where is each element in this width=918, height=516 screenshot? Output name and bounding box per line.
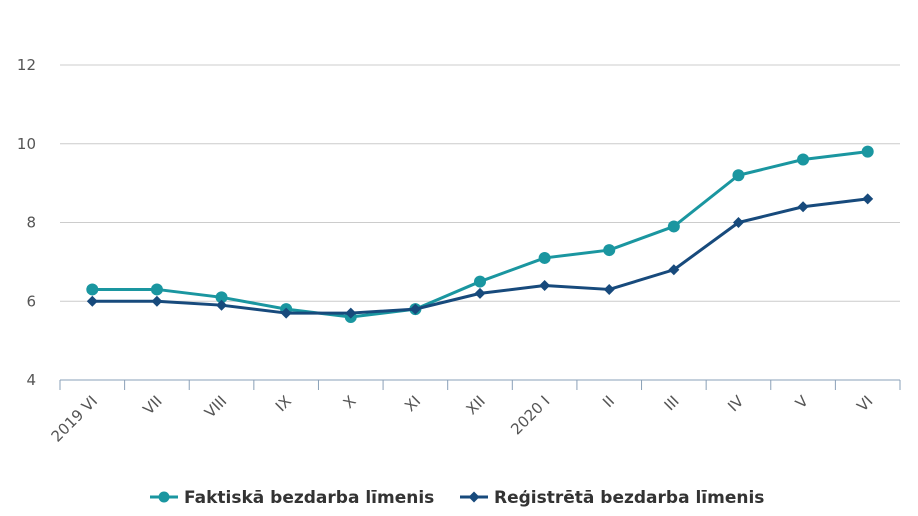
- data-point-0[interactable]: [474, 275, 486, 288]
- data-point-0[interactable]: [667, 220, 680, 233]
- data-point-0[interactable]: [150, 283, 163, 296]
- data-point-1[interactable]: [732, 217, 744, 228]
- y-tick-label: 10: [17, 135, 36, 153]
- data-point-1[interactable]: [862, 193, 874, 205]
- data-point-0[interactable]: [861, 145, 874, 158]
- legend[interactable]: Faktiskā bezdarba līmenis Reģistrētā bez…: [150, 488, 764, 508]
- y-tick-label: 6: [26, 292, 36, 310]
- data-point-1[interactable]: [603, 283, 615, 295]
- y-tick-label: 12: [17, 56, 36, 74]
- data-point-0[interactable]: [86, 283, 99, 296]
- legend-item-faktiska[interactable]: Faktiskā bezdarba līmenis: [150, 488, 434, 508]
- x-tick-label: III: [661, 392, 683, 414]
- data-point-0[interactable]: [732, 169, 745, 182]
- series-lines: [86, 145, 874, 323]
- data-point-1[interactable]: [280, 307, 292, 319]
- data-point-0[interactable]: [603, 244, 616, 257]
- x-tick-label: VI: [853, 392, 876, 415]
- x-tick-label: VIII: [201, 392, 230, 421]
- data-point-1[interactable]: [216, 299, 228, 311]
- data-point-1[interactable]: [409, 303, 421, 315]
- x-tick-label: XII: [463, 392, 489, 418]
- data-point-1[interactable]: [86, 295, 98, 307]
- data-point-1[interactable]: [474, 287, 486, 299]
- x-tick-label: X: [340, 392, 360, 412]
- gridlines: [60, 64, 900, 302]
- data-point-1[interactable]: [345, 307, 357, 319]
- x-tick-label: VII: [140, 392, 166, 418]
- legend-item-registreta[interactable]: Reģistrētā bezdarba līmenis: [460, 488, 764, 508]
- data-point-1[interactable]: [539, 280, 551, 291]
- y-axis: 4 6 8 10 12: [17, 56, 36, 389]
- x-axis: [59, 379, 901, 390]
- x-tick-label: 2020 I: [507, 392, 553, 438]
- x-tick-label: XI: [401, 392, 424, 415]
- legend-label-faktiska: Faktiskā bezdarba līmenis: [184, 488, 434, 508]
- y-tick-label: 8: [26, 214, 36, 232]
- legend-marker-faktiska: [158, 491, 170, 503]
- x-axis-labels: 2019 VI VII VIII IX X XI XII 2020 I II III IV V VI: [48, 392, 877, 446]
- legend-marker-registreta: [468, 491, 480, 503]
- x-tick-label: 2019 VI: [48, 392, 101, 445]
- data-point-0[interactable]: [797, 153, 810, 166]
- data-point-1[interactable]: [797, 201, 809, 213]
- data-point-1[interactable]: [668, 264, 680, 276]
- y-tick-label: 4: [26, 371, 36, 389]
- x-tick-label: IV: [724, 392, 748, 416]
- x-tick-label: V: [792, 392, 813, 413]
- x-tick-label: IX: [272, 392, 295, 415]
- data-point-0[interactable]: [215, 291, 228, 304]
- x-tick-label: II: [599, 392, 618, 411]
- legend-label-registreta: Reģistrētā bezdarba līmenis: [494, 488, 764, 508]
- data-point-1[interactable]: [151, 295, 163, 307]
- data-point-0[interactable]: [538, 251, 551, 264]
